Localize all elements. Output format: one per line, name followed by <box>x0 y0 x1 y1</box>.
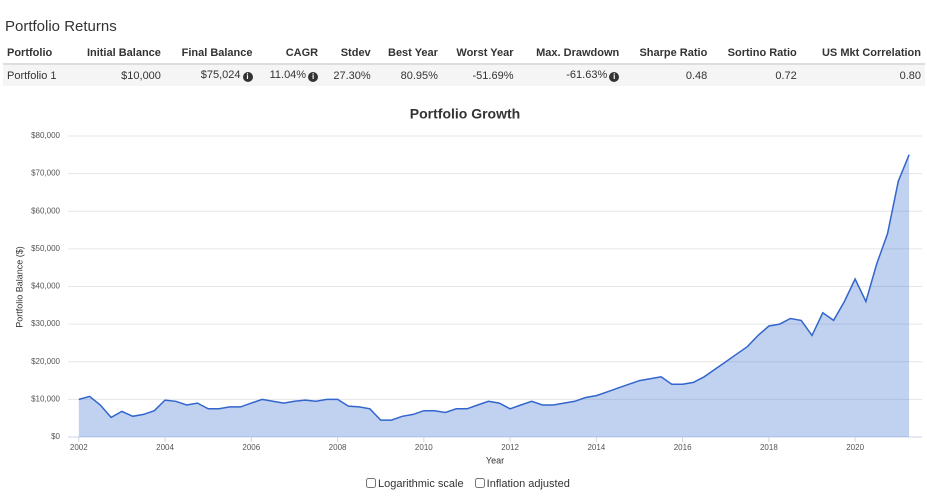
cell-text: 0.48 <box>685 69 708 82</box>
cell-text: Portfolio 1 <box>7 69 57 82</box>
options: Logarithmic scale Inflation adjusted <box>366 478 578 490</box>
cell-text: 0.72 <box>775 69 797 82</box>
x-tick-label: 2008 <box>329 443 347 452</box>
column-header: Best Year <box>374 43 442 65</box>
cell: 0.80 <box>800 64 925 86</box>
column-header: Max. Drawdown <box>517 43 624 65</box>
cell: $10,000 <box>69 64 165 86</box>
y-tick-label: $10,000 <box>31 394 60 403</box>
y-tick-label: $50,000 <box>31 244 60 253</box>
x-tick-label: 2018 <box>760 443 778 452</box>
log-scale-option[interactable]: Logarithmic scale <box>366 478 464 490</box>
x-tick-label: 2004 <box>156 443 174 452</box>
column-header: Worst Year <box>441 43 518 65</box>
option-label: Inflation adjusted <box>486 478 570 490</box>
cell-text: 0.80 <box>899 69 921 82</box>
x-tick-label: 2016 <box>674 443 692 452</box>
cell: 11.04% i <box>256 64 323 86</box>
x-axis-label: Year <box>486 455 504 465</box>
y-tick-label: $30,000 <box>31 319 60 328</box>
y-tick-label: $0 <box>51 432 60 441</box>
cell: 0.48 <box>623 64 712 86</box>
x-tick-label: 2020 <box>846 443 864 452</box>
data-row: Portfolio 1 $10,000 $75,024 i 11.04% i 27.30% 8… <box>3 64 925 86</box>
checkbox[interactable] <box>366 478 376 488</box>
chart: Portfolio Growth Portfolio Balance ($) Y… <box>14 106 922 465</box>
column-header: Final Balance <box>164 43 257 65</box>
y-tick-label: $80,000 <box>31 131 60 140</box>
y-tick-label: $60,000 <box>31 206 60 215</box>
cell-text: 80.95% <box>400 69 438 82</box>
info-icon[interactable]: i <box>242 72 253 82</box>
checkbox[interactable] <box>474 478 485 488</box>
cell-text: 11.04% <box>269 69 307 81</box>
cell-text: -51.69% <box>472 69 514 82</box>
section-title: Portfolio Returns <box>5 18 117 35</box>
y-tick-label: $70,000 <box>31 169 60 178</box>
info-icon[interactable]: i <box>609 72 620 82</box>
column-header: Sortino Ratio <box>711 43 801 65</box>
header-row: Portfolio Initial Balance Final Balance CAG… <box>3 43 925 65</box>
cell: 27.30% <box>322 64 375 86</box>
y-tick-label: $40,000 <box>31 282 60 291</box>
x-tick-label: 2012 <box>501 443 519 452</box>
cell: 0.72 <box>711 64 801 86</box>
option-label: Logarithmic scale <box>378 478 464 490</box>
inflation-option[interactable]: Inflation adjusted <box>474 478 570 490</box>
chart-title: Portfolio Growth <box>410 106 520 122</box>
x-tick-label: 2006 <box>242 443 260 452</box>
cell-text: $75,024 <box>200 69 241 81</box>
info-icon[interactable]: i <box>308 72 319 82</box>
cell-text: -61.63% <box>566 69 608 81</box>
series-line <box>78 154 910 421</box>
cell: -61.63% i <box>517 64 624 86</box>
y-tick-label: $20,000 <box>31 357 60 366</box>
x-tick-label: 2014 <box>587 443 605 452</box>
column-header: Portfolio <box>3 43 70 65</box>
column-header: US Mkt Correlation <box>800 43 925 65</box>
cell: Portfolio 1 <box>3 64 70 86</box>
x-tick-label: 2010 <box>415 443 433 452</box>
cell: 80.95% <box>374 64 442 86</box>
x-tick-label: 2002 <box>70 443 88 452</box>
area-fill <box>78 154 910 437</box>
returns-table: Portfolio Initial Balance Final Balance CAG… <box>3 43 925 86</box>
column-header: Stdev <box>322 43 375 65</box>
cell: $75,024 i <box>164 64 257 86</box>
cell-text: 27.30% <box>333 69 371 82</box>
column-header: Sharpe Ratio <box>623 43 712 65</box>
cell-text: $10,000 <box>121 69 161 82</box>
column-header: CAGR <box>256 43 323 65</box>
column-header: Initial Balance <box>69 43 165 65</box>
y-axis-label: Portfolio Balance ($) <box>14 246 24 328</box>
cell: -51.69% <box>441 64 518 86</box>
